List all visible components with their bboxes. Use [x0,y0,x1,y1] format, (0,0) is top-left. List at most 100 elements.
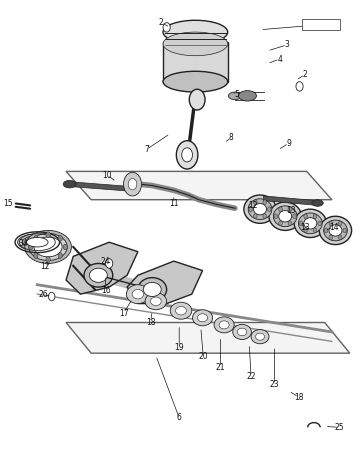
Text: 13: 13 [300,223,310,232]
Ellipse shape [256,333,265,340]
Ellipse shape [176,306,186,315]
Ellipse shape [26,238,48,247]
Polygon shape [66,171,332,200]
Ellipse shape [34,237,62,257]
Ellipse shape [294,209,327,238]
Ellipse shape [143,282,161,296]
Ellipse shape [248,199,272,219]
Circle shape [296,82,303,91]
Text: 18: 18 [294,393,304,401]
Polygon shape [163,41,228,82]
Text: 34: 34 [18,238,28,247]
Circle shape [163,23,170,32]
Text: 12: 12 [40,262,49,271]
Ellipse shape [193,310,212,326]
Circle shape [263,214,266,218]
Ellipse shape [22,236,52,249]
Text: 18: 18 [146,318,155,327]
Text: 19: 19 [174,342,184,352]
Circle shape [58,253,62,258]
Text: 7: 7 [144,145,149,154]
Ellipse shape [145,293,167,310]
Text: 23: 23 [270,380,279,390]
Ellipse shape [269,202,301,230]
Ellipse shape [233,324,251,340]
Text: 17: 17 [119,309,129,318]
Ellipse shape [126,285,150,304]
Circle shape [268,207,271,211]
Text: 2: 2 [159,18,164,27]
Ellipse shape [138,278,167,301]
Circle shape [288,221,292,226]
Circle shape [343,228,346,233]
Circle shape [189,89,205,110]
Circle shape [34,253,38,258]
Ellipse shape [279,210,292,222]
Ellipse shape [84,264,113,287]
Ellipse shape [253,203,266,215]
Polygon shape [66,323,350,353]
Polygon shape [70,182,131,191]
Circle shape [49,292,55,301]
Circle shape [313,214,317,219]
Circle shape [123,172,142,196]
Circle shape [176,141,198,169]
Circle shape [263,200,266,205]
Ellipse shape [163,32,228,56]
Text: 8: 8 [229,133,233,142]
Circle shape [304,214,307,219]
Ellipse shape [244,195,276,223]
Circle shape [46,256,50,262]
Ellipse shape [228,92,241,100]
Text: 24: 24 [101,256,110,266]
Text: 22: 22 [246,372,256,381]
Text: 9: 9 [286,139,291,148]
FancyBboxPatch shape [302,19,340,30]
Ellipse shape [237,328,247,336]
Circle shape [304,228,307,233]
Ellipse shape [25,230,71,264]
Ellipse shape [198,314,207,322]
Circle shape [63,244,67,250]
Circle shape [253,214,257,218]
Text: 14: 14 [329,223,338,232]
Ellipse shape [151,297,161,305]
Ellipse shape [298,213,322,234]
Circle shape [318,221,321,226]
Circle shape [34,236,38,241]
Ellipse shape [17,234,57,251]
Circle shape [299,221,303,226]
Text: 26: 26 [39,290,49,299]
Ellipse shape [132,289,144,299]
Circle shape [338,221,342,226]
Text: 25: 25 [335,423,345,432]
Ellipse shape [89,268,108,282]
Ellipse shape [29,233,67,260]
Ellipse shape [163,20,228,44]
Polygon shape [127,261,203,304]
Ellipse shape [26,238,48,247]
Circle shape [279,207,282,212]
Circle shape [58,236,62,241]
Text: 3: 3 [285,40,289,49]
Circle shape [324,228,328,233]
Text: 6: 6 [177,413,182,422]
Text: 12: 12 [248,201,258,210]
Ellipse shape [219,321,229,329]
Text: 11: 11 [169,199,178,208]
Polygon shape [264,196,317,205]
Ellipse shape [304,218,317,229]
Ellipse shape [63,180,76,188]
Circle shape [329,221,333,226]
Circle shape [249,207,252,211]
Ellipse shape [324,220,347,241]
Circle shape [288,207,292,212]
Text: 5: 5 [234,90,239,99]
Circle shape [329,235,333,240]
Ellipse shape [319,216,352,245]
Ellipse shape [239,91,256,101]
Ellipse shape [329,225,342,236]
Text: 1: 1 [326,19,331,28]
Text: 10: 10 [102,171,112,180]
Circle shape [338,235,342,240]
